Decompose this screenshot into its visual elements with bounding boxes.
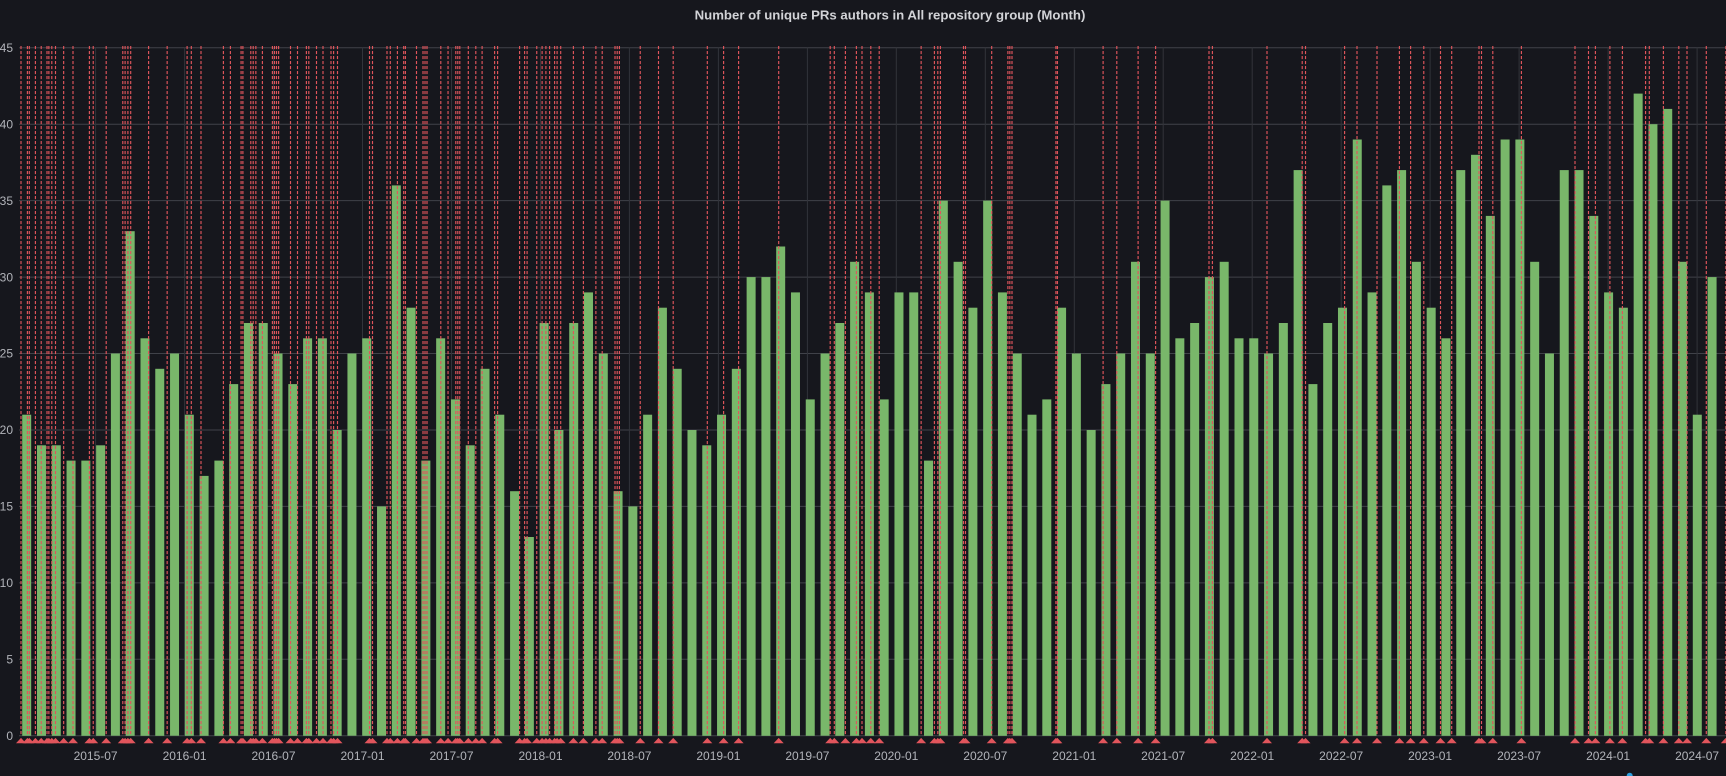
svg-text:25: 25	[0, 347, 13, 361]
svg-text:35: 35	[0, 194, 13, 208]
svg-text:0: 0	[6, 729, 13, 743]
svg-text:2017-07: 2017-07	[429, 749, 473, 763]
svg-text:Number of unique PRs authors i: Number of unique PRs authors in All repo…	[695, 8, 1086, 23]
svg-text:10: 10	[0, 576, 13, 590]
svg-text:2023-07: 2023-07	[1497, 749, 1541, 763]
svg-text:2018-01: 2018-01	[518, 749, 562, 763]
svg-text:2017-01: 2017-01	[340, 749, 384, 763]
svg-text:2021-07: 2021-07	[1141, 749, 1185, 763]
svg-text:2024-07: 2024-07	[1675, 749, 1719, 763]
svg-text:2019-07: 2019-07	[785, 749, 829, 763]
svg-text:2022-01: 2022-01	[1230, 749, 1274, 763]
svg-text:2015-07: 2015-07	[74, 749, 118, 763]
svg-text:2020-07: 2020-07	[963, 749, 1007, 763]
svg-text:2020-01: 2020-01	[874, 749, 918, 763]
svg-text:2018-07: 2018-07	[607, 749, 651, 763]
svg-text:15: 15	[0, 500, 13, 514]
svg-text:45: 45	[0, 41, 13, 55]
svg-text:20: 20	[0, 423, 13, 437]
svg-text:2022-07: 2022-07	[1319, 749, 1363, 763]
svg-text:2016-01: 2016-01	[163, 749, 207, 763]
svg-text:2016-07: 2016-07	[251, 749, 295, 763]
svg-text:2019-01: 2019-01	[696, 749, 740, 763]
svg-text:2023-01: 2023-01	[1408, 749, 1452, 763]
svg-text:5: 5	[6, 653, 13, 667]
svg-text:40: 40	[0, 117, 13, 131]
svg-text:2021-01: 2021-01	[1052, 749, 1096, 763]
svg-text:2024-01: 2024-01	[1586, 749, 1630, 763]
svg-text:30: 30	[0, 270, 13, 284]
